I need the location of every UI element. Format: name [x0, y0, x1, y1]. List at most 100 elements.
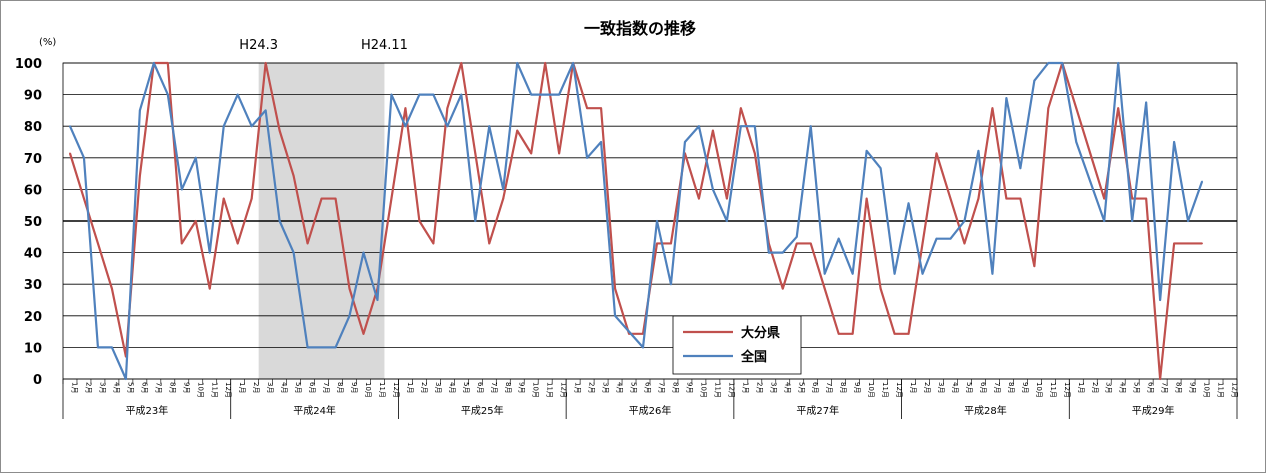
data-point: [921, 242, 924, 245]
annotation-start: H24.3: [239, 38, 278, 53]
data-point: [642, 346, 644, 349]
x-tick-label: 8月: [336, 382, 344, 393]
data-point: [781, 251, 784, 254]
x-tick-label: 6月: [476, 382, 484, 393]
data-point: [418, 93, 421, 96]
data-point: [180, 188, 183, 191]
data-point: [991, 107, 994, 110]
data-point: [977, 197, 980, 200]
x-tick-label: 5月: [462, 382, 470, 393]
data-point: [474, 220, 477, 222]
data-point: [739, 125, 742, 128]
data-point: [334, 346, 337, 349]
data-point: [795, 235, 798, 238]
data-point: [222, 125, 225, 128]
x-tick-label: 2月: [1091, 382, 1099, 393]
data-point: [488, 125, 491, 128]
x-tick-label: 7月: [490, 382, 498, 393]
data-point: [432, 242, 435, 245]
data-point: [1201, 242, 1203, 245]
data-point: [1117, 107, 1120, 110]
x-tick-label: 12月: [1231, 382, 1239, 398]
data-point: [474, 152, 477, 155]
data-point: [753, 152, 756, 155]
x-tick-label: 6月: [979, 382, 987, 393]
data-point: [837, 332, 840, 335]
x-tick-label: 1月: [741, 382, 749, 393]
data-point: [991, 272, 994, 275]
data-point: [725, 220, 728, 222]
data-point: [460, 62, 463, 64]
x-tick-label: 5月: [1133, 382, 1141, 393]
x-tick-label: 2月: [84, 382, 92, 393]
data-point: [250, 197, 253, 200]
data-point: [194, 220, 197, 222]
data-point: [781, 287, 784, 290]
x-tick-label: 5月: [797, 382, 805, 393]
data-point: [278, 129, 281, 132]
x-tick-label: 5月: [965, 382, 973, 393]
data-point: [250, 125, 253, 128]
y-tick-label: 0: [33, 373, 42, 388]
data-point: [348, 287, 351, 290]
data-point: [879, 287, 882, 290]
x-tick-label: 10月: [364, 382, 372, 398]
data-point: [418, 220, 421, 222]
x-tick-label: 9月: [853, 382, 861, 393]
data-point: [809, 125, 812, 128]
legend-box: [672, 315, 802, 375]
x-tick-label: 2月: [252, 382, 260, 393]
data-point: [138, 109, 141, 112]
data-point: [390, 197, 393, 200]
data-point: [544, 93, 547, 96]
data-point: [1159, 378, 1162, 380]
x-tick-label: 2月: [420, 382, 428, 393]
x-tick-label: 9月: [182, 382, 190, 393]
y-tick-label: 40: [24, 247, 42, 262]
data-point: [670, 242, 672, 245]
data-point: [1005, 197, 1008, 200]
annotation-end: H24.11: [361, 38, 408, 53]
series-points-oita: [69, 62, 1203, 380]
data-point: [711, 129, 714, 132]
x-tick-label: 7月: [1161, 382, 1169, 393]
x-tick-label: 3月: [937, 382, 945, 393]
data-point: [222, 197, 225, 200]
x-tick-label: 8月: [168, 382, 176, 393]
data-point: [208, 287, 211, 290]
x-tick-label: 1月: [574, 382, 582, 393]
data-point: [502, 188, 505, 191]
data-point: [698, 125, 700, 128]
data-point: [879, 167, 882, 170]
y-tick-label: 60: [24, 183, 42, 198]
data-point: [1159, 299, 1162, 301]
data-point: [963, 242, 966, 245]
x-tick-label: 7月: [154, 382, 162, 393]
chart-title: 一致指数の推移: [584, 19, 696, 38]
data-point: [1103, 220, 1106, 222]
x-tick-label: 12月: [392, 382, 400, 398]
x-tick-label: 1月: [70, 382, 78, 393]
data-point: [572, 62, 575, 64]
x-tick-label: 10月: [532, 382, 540, 398]
data-point: [1173, 141, 1176, 143]
x-tick-label: 8月: [504, 382, 512, 393]
data-point: [837, 237, 840, 240]
x-tick-label: 8月: [1175, 382, 1183, 393]
data-point: [1047, 107, 1050, 110]
data-point: [1019, 197, 1022, 200]
x-tick-label: 10月: [196, 382, 204, 398]
data-point: [1131, 220, 1134, 222]
data-point: [1173, 242, 1176, 245]
x-tick-label: 2月: [755, 382, 763, 393]
data-point: [236, 93, 239, 96]
x-tick-label: 4月: [951, 382, 959, 393]
year-label: 平成25年: [461, 404, 504, 417]
data-point: [684, 141, 686, 143]
data-point: [586, 156, 589, 159]
x-tick-label: 9月: [350, 382, 358, 393]
data-point: [166, 62, 169, 64]
x-tick-label: 10月: [1035, 382, 1043, 398]
data-point: [851, 332, 854, 335]
